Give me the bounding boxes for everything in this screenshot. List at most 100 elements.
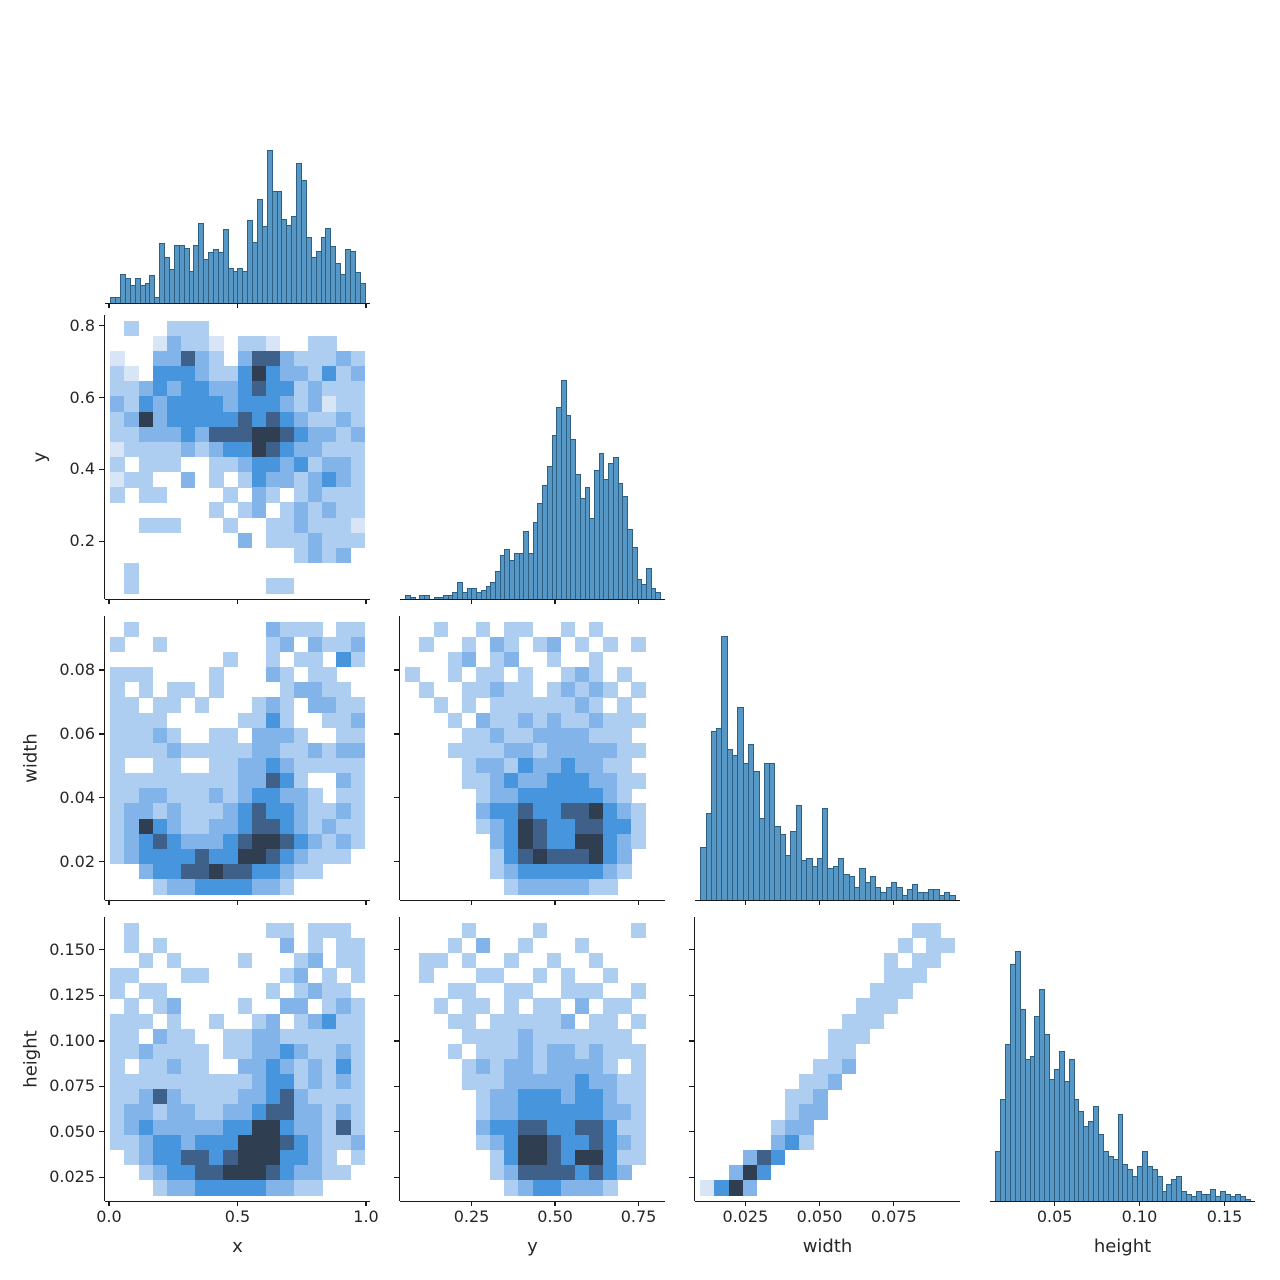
hist2d-cell bbox=[124, 1013, 139, 1029]
hist2d-cell bbox=[223, 803, 238, 819]
x-tick-label: 0.50 bbox=[537, 1207, 573, 1226]
hist2d-cell bbox=[279, 758, 295, 774]
hist2d-cell bbox=[138, 727, 153, 744]
y-tick-mark bbox=[394, 1085, 399, 1087]
hist2d-cell bbox=[350, 952, 365, 969]
hist2d-cell bbox=[237, 818, 252, 834]
hist2d-cell bbox=[756, 1165, 772, 1181]
hist2d-cell bbox=[350, 1013, 365, 1029]
hist2d-cell bbox=[265, 1165, 281, 1181]
hist2d-cell bbox=[532, 922, 547, 939]
hist2d-cell bbox=[294, 381, 309, 397]
hist2d-cell bbox=[294, 517, 309, 533]
hist2d-cell bbox=[560, 682, 576, 698]
hist2d-cell bbox=[589, 682, 604, 698]
hist2d-cell bbox=[350, 937, 365, 954]
hist2d-cell bbox=[560, 833, 576, 850]
hist2d-cell bbox=[180, 848, 196, 865]
hist2d-cell bbox=[279, 1165, 295, 1181]
hist2d-cell bbox=[336, 487, 351, 503]
hist2d-cell bbox=[631, 1089, 646, 1105]
hist2d-cell bbox=[827, 1043, 842, 1060]
histogram-bar bbox=[1239, 1196, 1246, 1201]
hist2d-cell bbox=[589, 1180, 604, 1196]
hist2d-cell bbox=[124, 773, 139, 789]
hist2d-cell bbox=[223, 788, 238, 804]
hist2d-cell bbox=[589, 1119, 604, 1135]
hist2d-cell bbox=[166, 1043, 182, 1060]
hist2d-cell bbox=[308, 1119, 323, 1135]
hist2d-cell bbox=[603, 1180, 618, 1196]
x-tick-mark bbox=[236, 1201, 239, 1206]
y-axis-spine bbox=[104, 616, 106, 900]
hist2d-cell bbox=[223, 864, 238, 880]
hist2d-cell bbox=[152, 864, 168, 880]
hist2d-cell bbox=[152, 1104, 168, 1120]
hist2d-cell bbox=[490, 1028, 505, 1045]
hist2d-cell bbox=[195, 1089, 210, 1105]
hist2d-cell bbox=[279, 1028, 295, 1045]
hist2d-cell bbox=[617, 667, 632, 683]
hist2d-cell bbox=[475, 788, 491, 804]
hist2d-cell bbox=[560, 712, 576, 728]
hist2d-cell bbox=[124, 366, 139, 382]
hist2d-cell bbox=[617, 818, 632, 834]
hist2d-cell bbox=[518, 1119, 533, 1135]
hist2d-cell bbox=[504, 864, 519, 880]
hist2d-cell bbox=[209, 502, 224, 518]
hist2d-cell bbox=[294, 1043, 309, 1060]
hist2d-cell bbox=[237, 742, 252, 759]
y-axis-spine bbox=[104, 917, 106, 1201]
hist2d-cell bbox=[237, 773, 252, 789]
hist2d-cell bbox=[138, 773, 153, 789]
hist2d-cell bbox=[350, 833, 365, 850]
hist2d-cell bbox=[110, 833, 125, 850]
hist2d-cell bbox=[209, 788, 224, 804]
hist2d-cell bbox=[504, 848, 519, 865]
hist2d-cell bbox=[152, 457, 168, 473]
hist2d-cell bbox=[308, 864, 323, 880]
hist2d-cell bbox=[617, 788, 632, 804]
hist2d-cell bbox=[251, 1043, 266, 1060]
hist2d-cell bbox=[336, 682, 351, 698]
y-tick-mark bbox=[394, 1131, 399, 1133]
hist2d-cell bbox=[195, 697, 210, 713]
hist2d-cell bbox=[603, 1028, 618, 1045]
y-tick-mark bbox=[99, 994, 104, 997]
hist2d-cell bbox=[237, 532, 252, 549]
hist2d-cell bbox=[110, 487, 125, 503]
hist2d-cell bbox=[166, 682, 182, 698]
hist2d-cell bbox=[350, 441, 365, 458]
histogram-bars bbox=[405, 315, 662, 599]
hist2d-cell bbox=[223, 833, 238, 850]
hist2d-cell bbox=[322, 396, 337, 412]
y-tick-label: 0.2 bbox=[69, 531, 95, 551]
hist2d-cell bbox=[265, 381, 281, 397]
hist2d-cell bbox=[294, 788, 309, 804]
hist2d-cell bbox=[504, 983, 519, 999]
hist2d-cell bbox=[223, 1119, 238, 1135]
hist2d-cell bbox=[124, 578, 139, 594]
hist2d-cell bbox=[869, 983, 885, 999]
hist2d-cell bbox=[336, 532, 351, 549]
hist2d-cell bbox=[294, 758, 309, 774]
hist2d-cell bbox=[166, 879, 182, 895]
hist2d-cell bbox=[756, 1149, 772, 1166]
hist2d-cell bbox=[518, 1089, 533, 1105]
hist2d-cell bbox=[152, 381, 168, 397]
hist2d-cell bbox=[195, 788, 210, 804]
hist2d-cell bbox=[322, 411, 337, 427]
hist2d-cell bbox=[251, 848, 266, 865]
hist2d-cell bbox=[180, 773, 196, 789]
hist2d-cell bbox=[603, 1119, 618, 1135]
hist2d-cell bbox=[589, 1074, 604, 1090]
hist2d-cell bbox=[475, 1134, 491, 1151]
hist2d-cell bbox=[110, 396, 125, 412]
hist2d-cell bbox=[124, 411, 139, 427]
hist2d-cell bbox=[560, 1180, 576, 1196]
hist2d-cell bbox=[110, 411, 125, 427]
hist2d-cell bbox=[631, 773, 646, 789]
hist2d-cell bbox=[279, 517, 295, 533]
hist2d-cell bbox=[237, 1119, 252, 1135]
hist2d-cell bbox=[560, 848, 576, 865]
